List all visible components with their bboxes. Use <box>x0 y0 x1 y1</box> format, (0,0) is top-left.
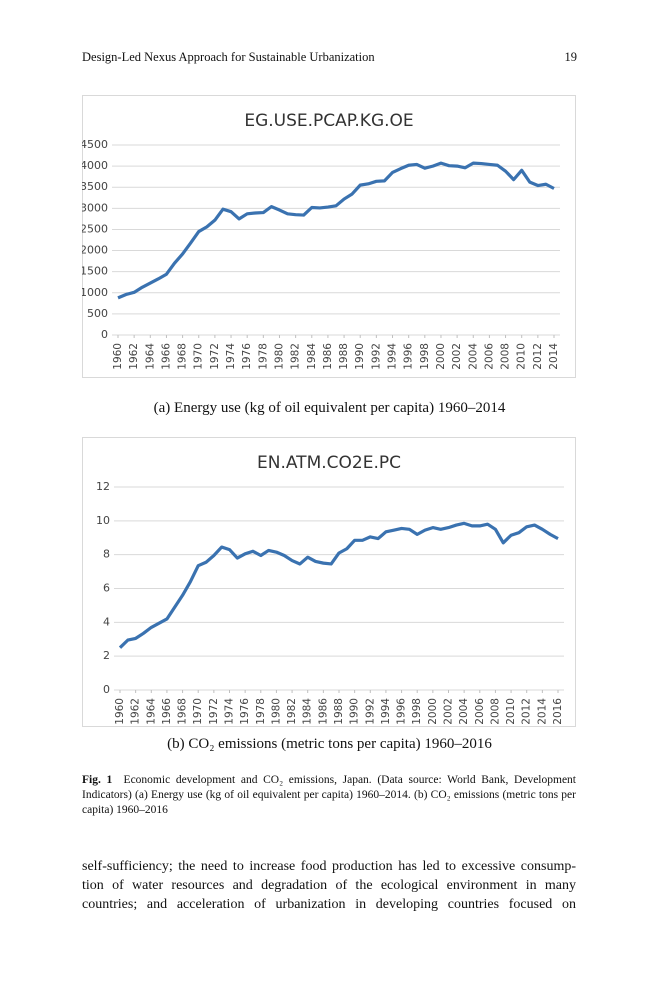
x-tick-label: 1998 <box>419 343 431 370</box>
y-tick-label: 0 <box>103 683 110 696</box>
figure-label: Fig. 1 <box>82 774 113 786</box>
body-text: self-sufficiency; the need to increase f… <box>82 857 576 914</box>
x-tick-label: 1972 <box>208 698 220 725</box>
x-tick-label: 1962 <box>130 698 142 725</box>
chart-frame <box>82 95 576 378</box>
y-tick-label: 1500 <box>82 265 108 278</box>
x-tick-label: 1968 <box>177 698 189 725</box>
x-tick-label: 1992 <box>364 698 376 725</box>
y-tick-label: 4000 <box>82 159 108 172</box>
data-line <box>117 161 555 300</box>
x-tick-label: 2010 <box>516 343 528 370</box>
x-tick-label: 1966 <box>160 343 172 370</box>
x-tick-label: 1978 <box>255 698 267 725</box>
x-tick-label: 1998 <box>411 698 423 725</box>
y-tick-label: 4500 <box>82 138 108 151</box>
x-tick-label: 2006 <box>483 343 495 370</box>
x-tick-label: 1974 <box>224 698 236 725</box>
x-tick-label: 1990 <box>349 698 361 725</box>
x-tick-label: 2008 <box>500 343 512 370</box>
x-tick-label: 1970 <box>192 698 204 725</box>
y-tick-label: 3000 <box>82 201 108 214</box>
x-tick-label: 1960 <box>114 698 126 725</box>
text-line: self-sufficiency; the need to increase f… <box>82 859 576 874</box>
y-tick-label: 3500 <box>82 180 108 193</box>
y-tick-label: 4 <box>103 615 110 628</box>
running-title: Design-Led Nexus Approach for Sustainabl… <box>82 50 375 64</box>
x-tick-label: 1984 <box>306 343 318 370</box>
x-tick-label: 1986 <box>317 698 329 725</box>
y-tick-label: 2 <box>103 649 110 662</box>
x-tick-label: 1980 <box>273 343 285 370</box>
x-tick-label: 2014 <box>548 343 560 370</box>
x-tick-label: 2014 <box>536 698 548 725</box>
x-tick-label: 1980 <box>270 698 282 725</box>
x-tick-label: 1972 <box>209 343 221 370</box>
x-tick-label: 1978 <box>257 343 269 370</box>
x-tick-label: 1988 <box>333 698 345 725</box>
x-tick-label: 2010 <box>505 698 517 725</box>
chart: EG.USE.PCAP.KG.OE 0 500 1000 1500 2000 2500 300… <box>82 95 576 378</box>
x-tick-label: 1992 <box>370 343 382 370</box>
x-tick-label: 1968 <box>177 343 189 370</box>
x-tick-label: 2000 <box>435 343 447 370</box>
x-tick-label: 1976 <box>239 698 251 725</box>
chart-title: EN.ATM.CO2E.PC <box>257 453 401 473</box>
chart: EN.ATM.CO2E.PC 0 2 4 6 8 10 12 1960 1962 1964 1966 1… <box>82 437 576 727</box>
subcaption: (b) CO₂ emissions (metric tons per capit… <box>167 736 492 752</box>
figure-caption: Fig. 1 Economic development and CO₂ emis… <box>82 773 576 818</box>
x-tick-label: 1966 <box>161 698 173 725</box>
text-line: tion of water resources and degradation … <box>82 878 576 893</box>
x-tick-label: 2016 <box>552 698 564 725</box>
y-tick-label: 6 <box>103 582 110 595</box>
y-tick-label: 12 <box>96 480 110 493</box>
x-tick-label: 1994 <box>387 343 399 370</box>
x-tick-label: 1988 <box>338 343 350 370</box>
x-tick-label: 1982 <box>286 698 298 725</box>
x-tick-label: 2012 <box>532 343 544 370</box>
subcaption: (a) Energy use (kg of oil equivalent per… <box>153 400 506 416</box>
x-tick-label: 1984 <box>302 698 314 725</box>
text-line: countries; and acceleration of urbanizat… <box>82 897 576 912</box>
x-tick-label: 1996 <box>396 698 408 725</box>
x-tick-label: 2004 <box>458 698 470 725</box>
y-tick-label: 1000 <box>82 286 108 299</box>
y-tick-label: 2000 <box>82 244 108 257</box>
x-tick-label: 2004 <box>467 343 479 370</box>
x-tick-label: 2002 <box>443 698 455 725</box>
page-number: 19 <box>564 50 578 64</box>
x-tick-label: 2002 <box>451 343 463 370</box>
chart-frame <box>82 437 576 727</box>
x-tick-label: 1990 <box>354 343 366 370</box>
x-tick-label: 1960 <box>112 343 124 370</box>
x-tick-label: 2012 <box>521 698 533 725</box>
x-tick-label: 1964 <box>145 698 157 725</box>
x-tick-label: 1962 <box>128 343 140 370</box>
y-tick-label: 0 <box>101 328 108 341</box>
x-tick-label: 1976 <box>241 343 253 370</box>
x-tick-label: 2000 <box>427 698 439 725</box>
x-tick-label: 1974 <box>225 343 237 370</box>
data-line <box>118 521 559 649</box>
caption-text: Economic development and CO₂ emissions, … <box>82 774 576 816</box>
y-tick-label: 10 <box>96 514 110 527</box>
x-tick-label: 1994 <box>380 698 392 725</box>
x-tick-label: 1986 <box>322 343 334 370</box>
x-tick-label: 2008 <box>489 698 501 725</box>
x-tick-label: 1964 <box>144 343 156 370</box>
y-tick-label: 8 <box>103 548 110 561</box>
x-tick-label: 1996 <box>403 343 415 370</box>
y-tick-label: 500 <box>87 307 108 320</box>
chart-title: EG.USE.PCAP.KG.OE <box>244 111 413 131</box>
x-tick-label: 1970 <box>193 343 205 370</box>
x-tick-label: 2006 <box>474 698 486 725</box>
x-tick-label: 1982 <box>290 343 302 370</box>
y-tick-label: 2500 <box>82 222 108 235</box>
